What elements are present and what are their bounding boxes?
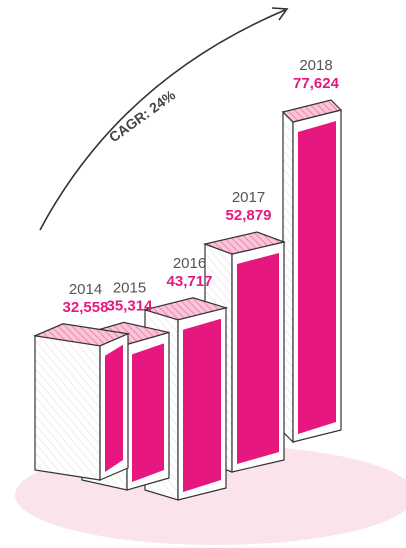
bar [183,319,221,492]
x-tick-label: 2015 [113,279,146,296]
bar-left-hatch [35,336,100,480]
value-label: 32,558 [63,299,109,316]
bar [132,343,164,482]
value-label: 35,314 [107,297,154,314]
chart: CAGR: 24% 201877,624 201752,879 201643,717… [0,0,406,548]
x-tick-label: 2017 [232,189,265,206]
bar [298,121,336,434]
value-label: 52,879 [226,207,272,224]
x-tick-label: 2016 [173,255,206,272]
x-tick-label: 2014 [69,281,102,298]
bar [105,345,123,472]
cagr-annotation: CAGR: 24% [106,86,179,145]
value-label: 77,624 [293,75,340,92]
x-tick-label: 2018 [299,57,332,74]
value-label: 43,717 [167,273,213,290]
bar [237,253,279,464]
